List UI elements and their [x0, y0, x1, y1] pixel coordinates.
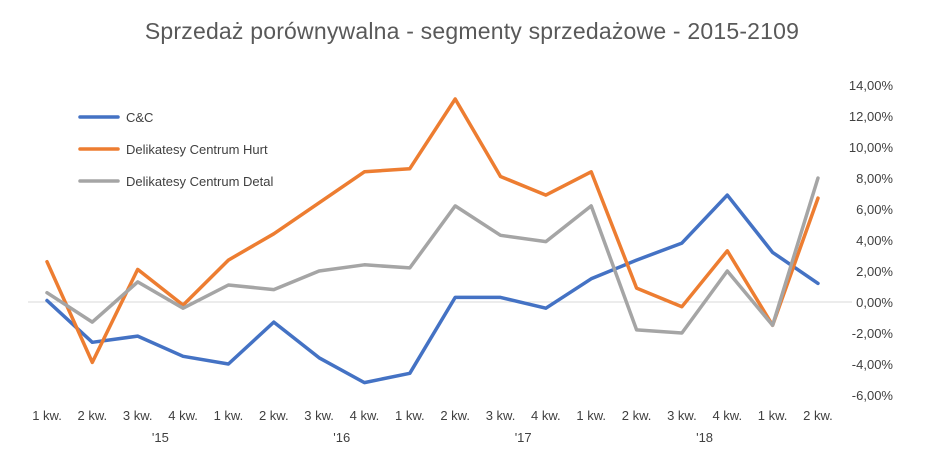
legend-label-2: Delikatesy Centrum Hurt	[126, 142, 268, 157]
legend-label-1: C&C	[126, 110, 153, 125]
chart-title: Sprzedaż porównywalna - segmenty sprzeda…	[144, 18, 800, 44]
x-tick-label: 4 kw.	[168, 408, 198, 423]
x-tick-label: 1 kw.	[32, 408, 62, 423]
x-tick-label: 1 kw.	[395, 408, 425, 423]
x-year-label: '17	[515, 430, 532, 445]
x-tick-label: 3 kw.	[304, 408, 334, 423]
x-tick-label: 2 kw.	[803, 408, 833, 423]
x-tick-label: 3 kw.	[486, 408, 516, 423]
series-line-2	[45, 97, 820, 365]
y-tick-label: 10,00%	[849, 140, 894, 155]
x-year-label: '18	[696, 430, 713, 445]
x-tick-label: 2 kw.	[622, 408, 652, 423]
y-tick-label: 4,00%	[856, 233, 893, 248]
x-tick-label: 1 kw.	[576, 408, 606, 423]
y-tick-label: 0,00%	[856, 295, 893, 310]
y-tick-label: 8,00%	[856, 171, 893, 186]
y-tick-label: 14,00%	[849, 78, 894, 93]
x-year-label: '15	[152, 430, 169, 445]
x-tick-label: 1 kw.	[214, 408, 244, 423]
series-line-1	[45, 193, 820, 385]
y-tick-label: -6,00%	[852, 388, 894, 403]
x-tick-label: 2 kw.	[259, 408, 289, 423]
y-tick-label: -2,00%	[852, 326, 894, 341]
series-line-3	[45, 176, 820, 335]
x-tick-label: 3 kw.	[123, 408, 153, 423]
y-tick-label: -4,00%	[852, 357, 894, 372]
x-tick-label: 2 kw.	[78, 408, 108, 423]
x-tick-label: 4 kw.	[712, 408, 742, 423]
x-tick-label: 3 kw.	[667, 408, 697, 423]
x-tick-label: 4 kw.	[350, 408, 380, 423]
y-tick-label: 2,00%	[856, 264, 893, 279]
x-tick-label: 2 kw.	[440, 408, 470, 423]
x-year-label: '16	[333, 430, 350, 445]
y-tick-label: 6,00%	[856, 202, 893, 217]
legend-label-3: Delikatesy Centrum Detal	[126, 174, 273, 189]
y-tick-label: 12,00%	[849, 109, 894, 124]
x-tick-label: 1 kw.	[758, 408, 788, 423]
x-tick-label: 4 kw.	[531, 408, 561, 423]
